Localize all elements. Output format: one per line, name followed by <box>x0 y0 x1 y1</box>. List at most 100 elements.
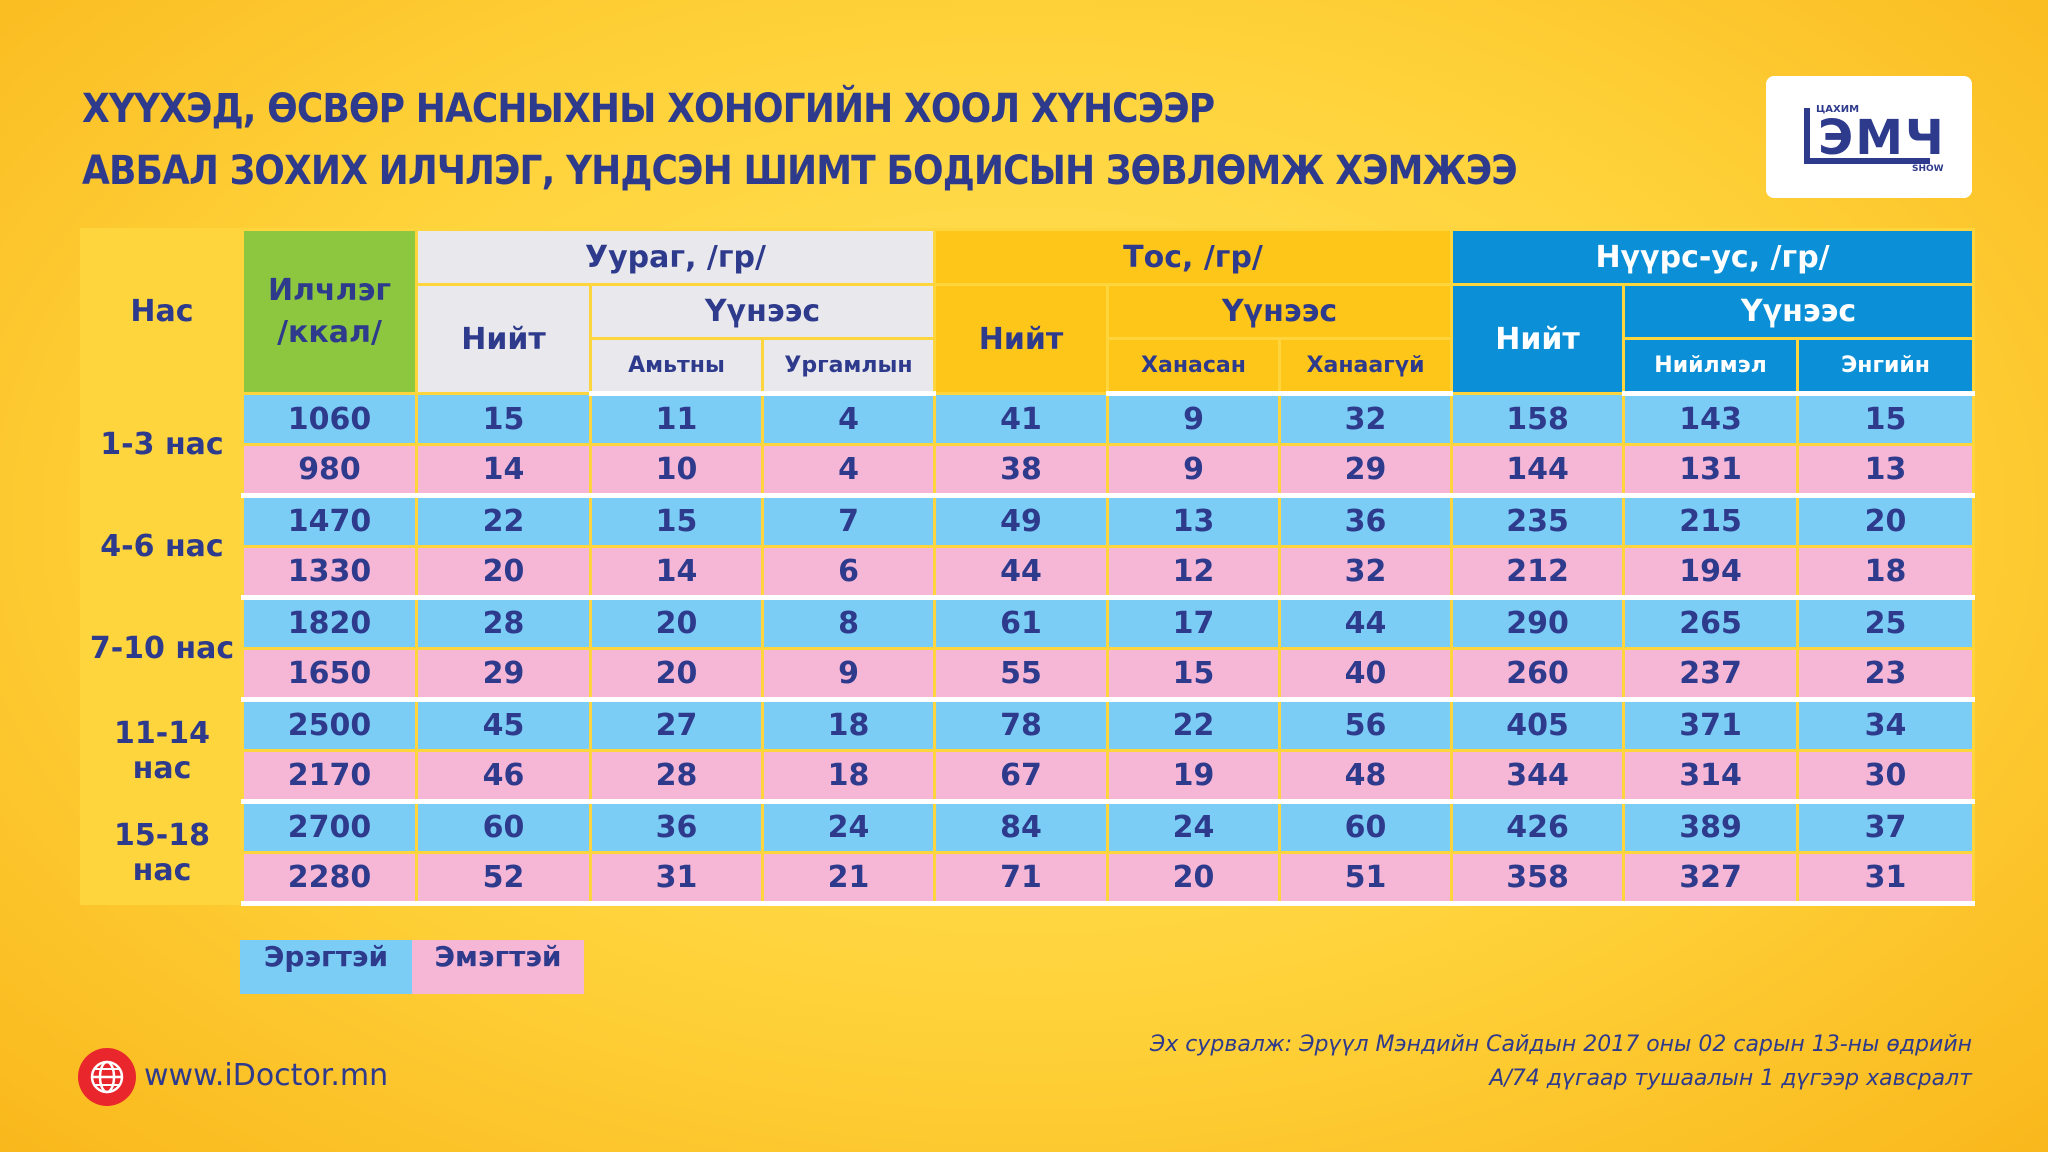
table-cell: 8 <box>761 596 936 650</box>
table-cell: 212 <box>1450 545 1626 600</box>
table-cell: 265 <box>1622 596 1800 650</box>
table-cell: 18 <box>761 698 936 752</box>
table-cell: 314 <box>1622 749 1800 804</box>
age-group-label: 4-6 нас <box>80 494 244 599</box>
table-cell: 31 <box>1796 851 1976 906</box>
globe-icon <box>78 1048 136 1106</box>
header-carb: Нүүрс-ус, /гр/ <box>1450 228 1976 286</box>
table-cell: 32 <box>1277 392 1454 446</box>
table-cell: 38 <box>933 443 1109 498</box>
legend-female: Эмэгтэй <box>412 940 584 994</box>
table-cell: 41 <box>933 392 1109 446</box>
header-protein-of-which: Үүнээс <box>589 283 936 340</box>
table-cell: 290 <box>1450 596 1626 650</box>
header-animal: Амьтны <box>589 337 764 396</box>
table-cell: 56 <box>1277 698 1454 752</box>
table-cell: 84 <box>933 800 1109 854</box>
header-plant: Ургамлын <box>761 337 936 396</box>
table-cell: 1470 <box>241 494 418 548</box>
header-energy-line2: /ккал/ <box>277 314 382 350</box>
table-cell: 45 <box>415 698 592 752</box>
table-cell: 13 <box>1796 443 1976 498</box>
table-cell: 40 <box>1277 647 1454 702</box>
header-fat-total: Нийт <box>933 283 1109 395</box>
source-line-1: Эх сурвалж: Эрүүл Мэндийн Сайдын 2017 он… <box>1149 1032 1972 1057</box>
table-cell: 18 <box>1796 545 1976 600</box>
table-cell: 371 <box>1622 698 1800 752</box>
table-row-male: 11-14 нас 2500 45 27 18 78 22 56 405 371 34 <box>80 698 1976 803</box>
website-link[interactable]: www.iDoctor.mn <box>144 1058 389 1093</box>
header-complex: Нийлмэл <box>1622 337 1800 396</box>
table-cell: 260 <box>1450 647 1626 702</box>
nutrition-table: Нас Илчлэг /ккал/ Уураг, /гр/ Тос, /гр/ … <box>80 228 1976 906</box>
table-cell: 980 <box>241 443 418 498</box>
table-cell: 1330 <box>241 545 418 600</box>
header-carb-of-which: Үүнээс <box>1622 283 1976 340</box>
table-cell: 235 <box>1450 494 1626 548</box>
table-cell: 2700 <box>241 800 418 854</box>
table-cell: 144 <box>1450 443 1626 498</box>
table-cell: 20 <box>1796 494 1976 548</box>
table-cell: 24 <box>761 800 936 854</box>
table-cell: 28 <box>589 749 764 804</box>
table-cell: 71 <box>933 851 1109 906</box>
table-cell: 13 <box>1106 494 1281 548</box>
logo-main-text: ЭМЧ <box>1818 110 1946 166</box>
table-cell: 60 <box>1277 800 1454 854</box>
table-cell: 1060 <box>241 392 418 446</box>
header-protein: Уураг, /гр/ <box>415 228 936 286</box>
table-cell: 15 <box>589 494 764 548</box>
legend-male: Эрэгтэй <box>240 940 412 994</box>
header-protein-total: Нийт <box>415 283 592 395</box>
table-cell: 78 <box>933 698 1109 752</box>
table-cell: 358 <box>1450 851 1626 906</box>
header-energy-line1: Илчлэг <box>267 272 392 308</box>
table-cell: 10 <box>589 443 764 498</box>
legend: Эрэгтэй Эмэгтэй <box>240 940 584 994</box>
table-cell: 9 <box>761 647 936 702</box>
table-cell: 44 <box>933 545 1109 600</box>
table-cell: 14 <box>589 545 764 600</box>
table-cell: 67 <box>933 749 1109 804</box>
header-age: Нас <box>80 228 244 395</box>
header-carb-total: Нийт <box>1450 283 1626 395</box>
table-cell: 6 <box>761 545 936 600</box>
header-saturated: Ханасан <box>1106 337 1281 396</box>
source-note: Эх сурвалж: Эрүүл Мэндийн Сайдын 2017 он… <box>1150 1028 1972 1096</box>
table-cell: 237 <box>1622 647 1800 702</box>
page-title: ХҮҮХЭД, ӨСВӨР НАСНЫХНЫ ХОНОГИЙН ХООЛ ХҮН… <box>82 78 1518 202</box>
age-group-label: 15-18 нас <box>80 800 244 905</box>
table-cell: 48 <box>1277 749 1454 804</box>
table-cell: 405 <box>1450 698 1626 752</box>
table-cell: 32 <box>1277 545 1454 600</box>
table-cell: 36 <box>1277 494 1454 548</box>
table-cell: 29 <box>415 647 592 702</box>
emch-show-logo: ЦАХИМ ЭМЧ SHOW <box>1766 76 1972 198</box>
logo-top-text: ЦАХИМ <box>1816 104 1860 115</box>
table-cell: 131 <box>1622 443 1800 498</box>
table-cell: 34 <box>1796 698 1976 752</box>
table-cell: 21 <box>761 851 936 906</box>
table-row-female: 1650 29 20 9 55 15 40 260 237 23 <box>82 647 1976 702</box>
table-row-female: 2170 46 28 18 67 19 48 344 314 30 <box>82 749 1976 804</box>
table-cell: 18 <box>761 749 936 804</box>
table-cell: 49 <box>933 494 1109 548</box>
table-cell: 30 <box>1796 749 1976 804</box>
table-row-female: 1330 20 14 6 44 12 32 212 194 18 <box>82 545 1976 600</box>
table-cell: 11 <box>589 392 764 446</box>
table-cell: 344 <box>1450 749 1626 804</box>
table-cell: 158 <box>1450 392 1626 446</box>
table-cell: 24 <box>1106 800 1281 854</box>
table-cell: 7 <box>761 494 936 548</box>
title-line-2: АВБАЛ ЗОХИХ ИЛЧЛЭГ, ҮНДСЭН ШИМТ БОДИСЫН … <box>82 148 1518 194</box>
table-cell: 20 <box>589 596 764 650</box>
table-cell: 37 <box>1796 800 1976 854</box>
table-cell: 4 <box>761 392 936 446</box>
table-cell: 51 <box>1277 851 1454 906</box>
table-cell: 12 <box>1106 545 1281 600</box>
age-group-label: 7-10 нас <box>80 596 244 701</box>
header-fat: Тос, /гр/ <box>932 228 1454 286</box>
table-cell: 4 <box>761 443 936 498</box>
table-cell: 9 <box>1106 443 1281 498</box>
table-body: 1-3 нас 1060 15 11 4 41 9 32 158 143 15 980 14 10 4 38 9… <box>80 392 1976 906</box>
